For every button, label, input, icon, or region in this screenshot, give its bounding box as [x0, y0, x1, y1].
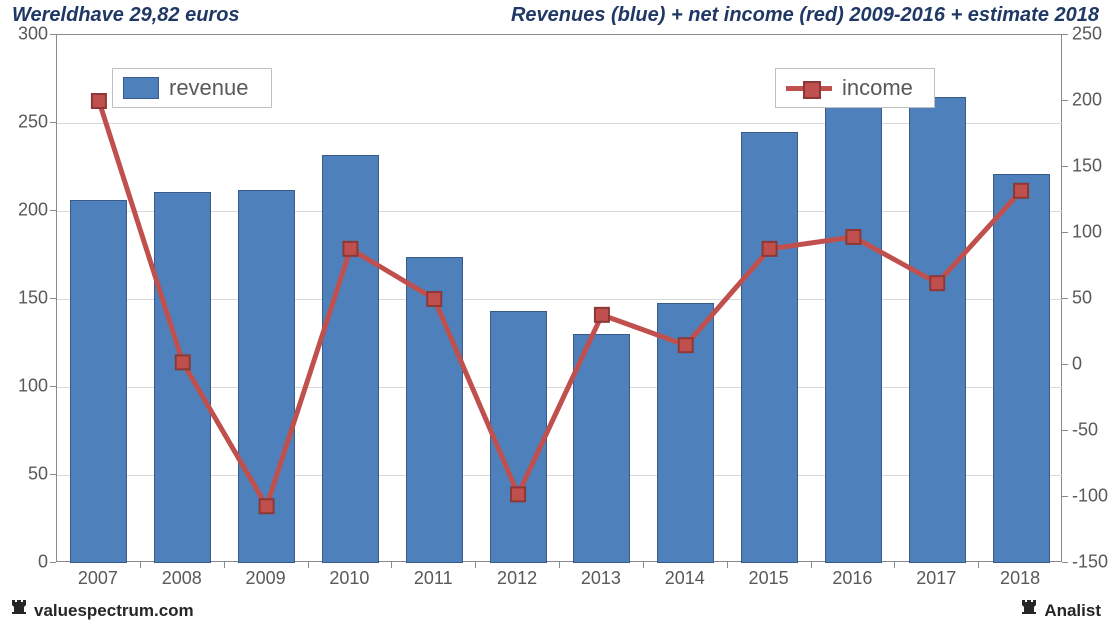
legend-swatch-bar [123, 77, 159, 99]
y-left-tick [50, 210, 56, 211]
y-left-tick [50, 298, 56, 299]
income-marker [595, 308, 609, 322]
x-tick [894, 562, 895, 568]
y-left-tick-label: 150 [6, 288, 48, 309]
income-marker [763, 242, 777, 256]
footer-brand: Analist [1020, 598, 1101, 621]
x-tick-label: 2015 [749, 568, 789, 589]
income-marker [511, 487, 525, 501]
legend-label: income [842, 75, 913, 101]
x-tick [140, 562, 141, 568]
y-right-tick [1062, 364, 1068, 365]
income-line [57, 35, 1063, 563]
x-tick-label: 2007 [78, 568, 118, 589]
y-right-tick [1062, 100, 1068, 101]
x-tick-label: 2011 [414, 568, 453, 589]
y-left-tick [50, 122, 56, 123]
y-right-tick [1062, 166, 1068, 167]
x-tick-label: 2016 [832, 568, 872, 589]
chart-footer: valuespectrum.com Analist [0, 595, 1111, 623]
y-right-tick-label: 150 [1072, 156, 1102, 177]
y-right-tick-label: 100 [1072, 222, 1102, 243]
x-tick-label: 2017 [916, 568, 956, 589]
y-right-tick [1062, 430, 1068, 431]
y-right-tick [1062, 562, 1068, 563]
y-right-tick-label: 50 [1072, 288, 1092, 309]
x-tick [978, 562, 979, 568]
y-left-tick [50, 34, 56, 35]
chart-title-right: Revenues (blue) + net income (red) 2009-… [511, 4, 1099, 27]
y-right-tick-label: 0 [1072, 354, 1082, 375]
income-marker [92, 94, 106, 108]
y-left-tick-label: 250 [6, 112, 48, 133]
x-tick [559, 562, 560, 568]
income-marker [846, 230, 860, 244]
y-right-tick-label: 250 [1072, 24, 1102, 45]
y-right-tick [1062, 34, 1068, 35]
y-right-tick [1062, 496, 1068, 497]
x-tick-label: 2013 [581, 568, 621, 589]
x-tick-label: 2008 [162, 568, 202, 589]
y-left-tick [50, 562, 56, 563]
income-marker [343, 242, 357, 256]
x-tick [308, 562, 309, 568]
y-right-tick [1062, 298, 1068, 299]
y-left-tick [50, 474, 56, 475]
y-right-tick [1062, 232, 1068, 233]
legend-entry: income [775, 68, 935, 108]
y-right-tick-label: -100 [1072, 486, 1108, 507]
legend-entry: revenue [112, 68, 272, 108]
income-marker [930, 276, 944, 290]
y-left-tick-label: 300 [6, 24, 48, 45]
y-right-tick-label: -50 [1072, 420, 1098, 441]
rook-icon [1020, 598, 1038, 621]
x-tick-label: 2012 [497, 568, 537, 589]
x-tick-label: 2014 [665, 568, 705, 589]
income-marker [1014, 184, 1028, 198]
legend-swatch-line [786, 86, 832, 91]
rook-icon [10, 598, 28, 621]
income-marker [427, 292, 441, 306]
footer-source: valuespectrum.com [10, 598, 194, 621]
x-tick [391, 562, 392, 568]
chart-header: Wereldhave 29,82 euros Revenues (blue) +… [12, 4, 1099, 30]
chart-plot-area [56, 34, 1062, 562]
y-left-tick-label: 100 [6, 376, 48, 397]
y-left-tick-label: 0 [6, 552, 48, 573]
x-tick [224, 562, 225, 568]
x-tick-label: 2010 [329, 568, 369, 589]
x-tick-label: 2009 [246, 568, 286, 589]
legend-label: revenue [169, 75, 249, 101]
x-tick [475, 562, 476, 568]
x-tick [811, 562, 812, 568]
income-marker [679, 338, 693, 352]
x-tick [643, 562, 644, 568]
x-tick-label: 2018 [1000, 568, 1040, 589]
y-left-tick-label: 200 [6, 200, 48, 221]
x-tick [727, 562, 728, 568]
income-marker [176, 355, 190, 369]
y-right-tick-label: 200 [1072, 90, 1102, 111]
y-left-tick [50, 386, 56, 387]
y-left-tick-label: 50 [6, 464, 48, 485]
income-marker [260, 499, 274, 513]
y-right-tick-label: -150 [1072, 552, 1108, 573]
